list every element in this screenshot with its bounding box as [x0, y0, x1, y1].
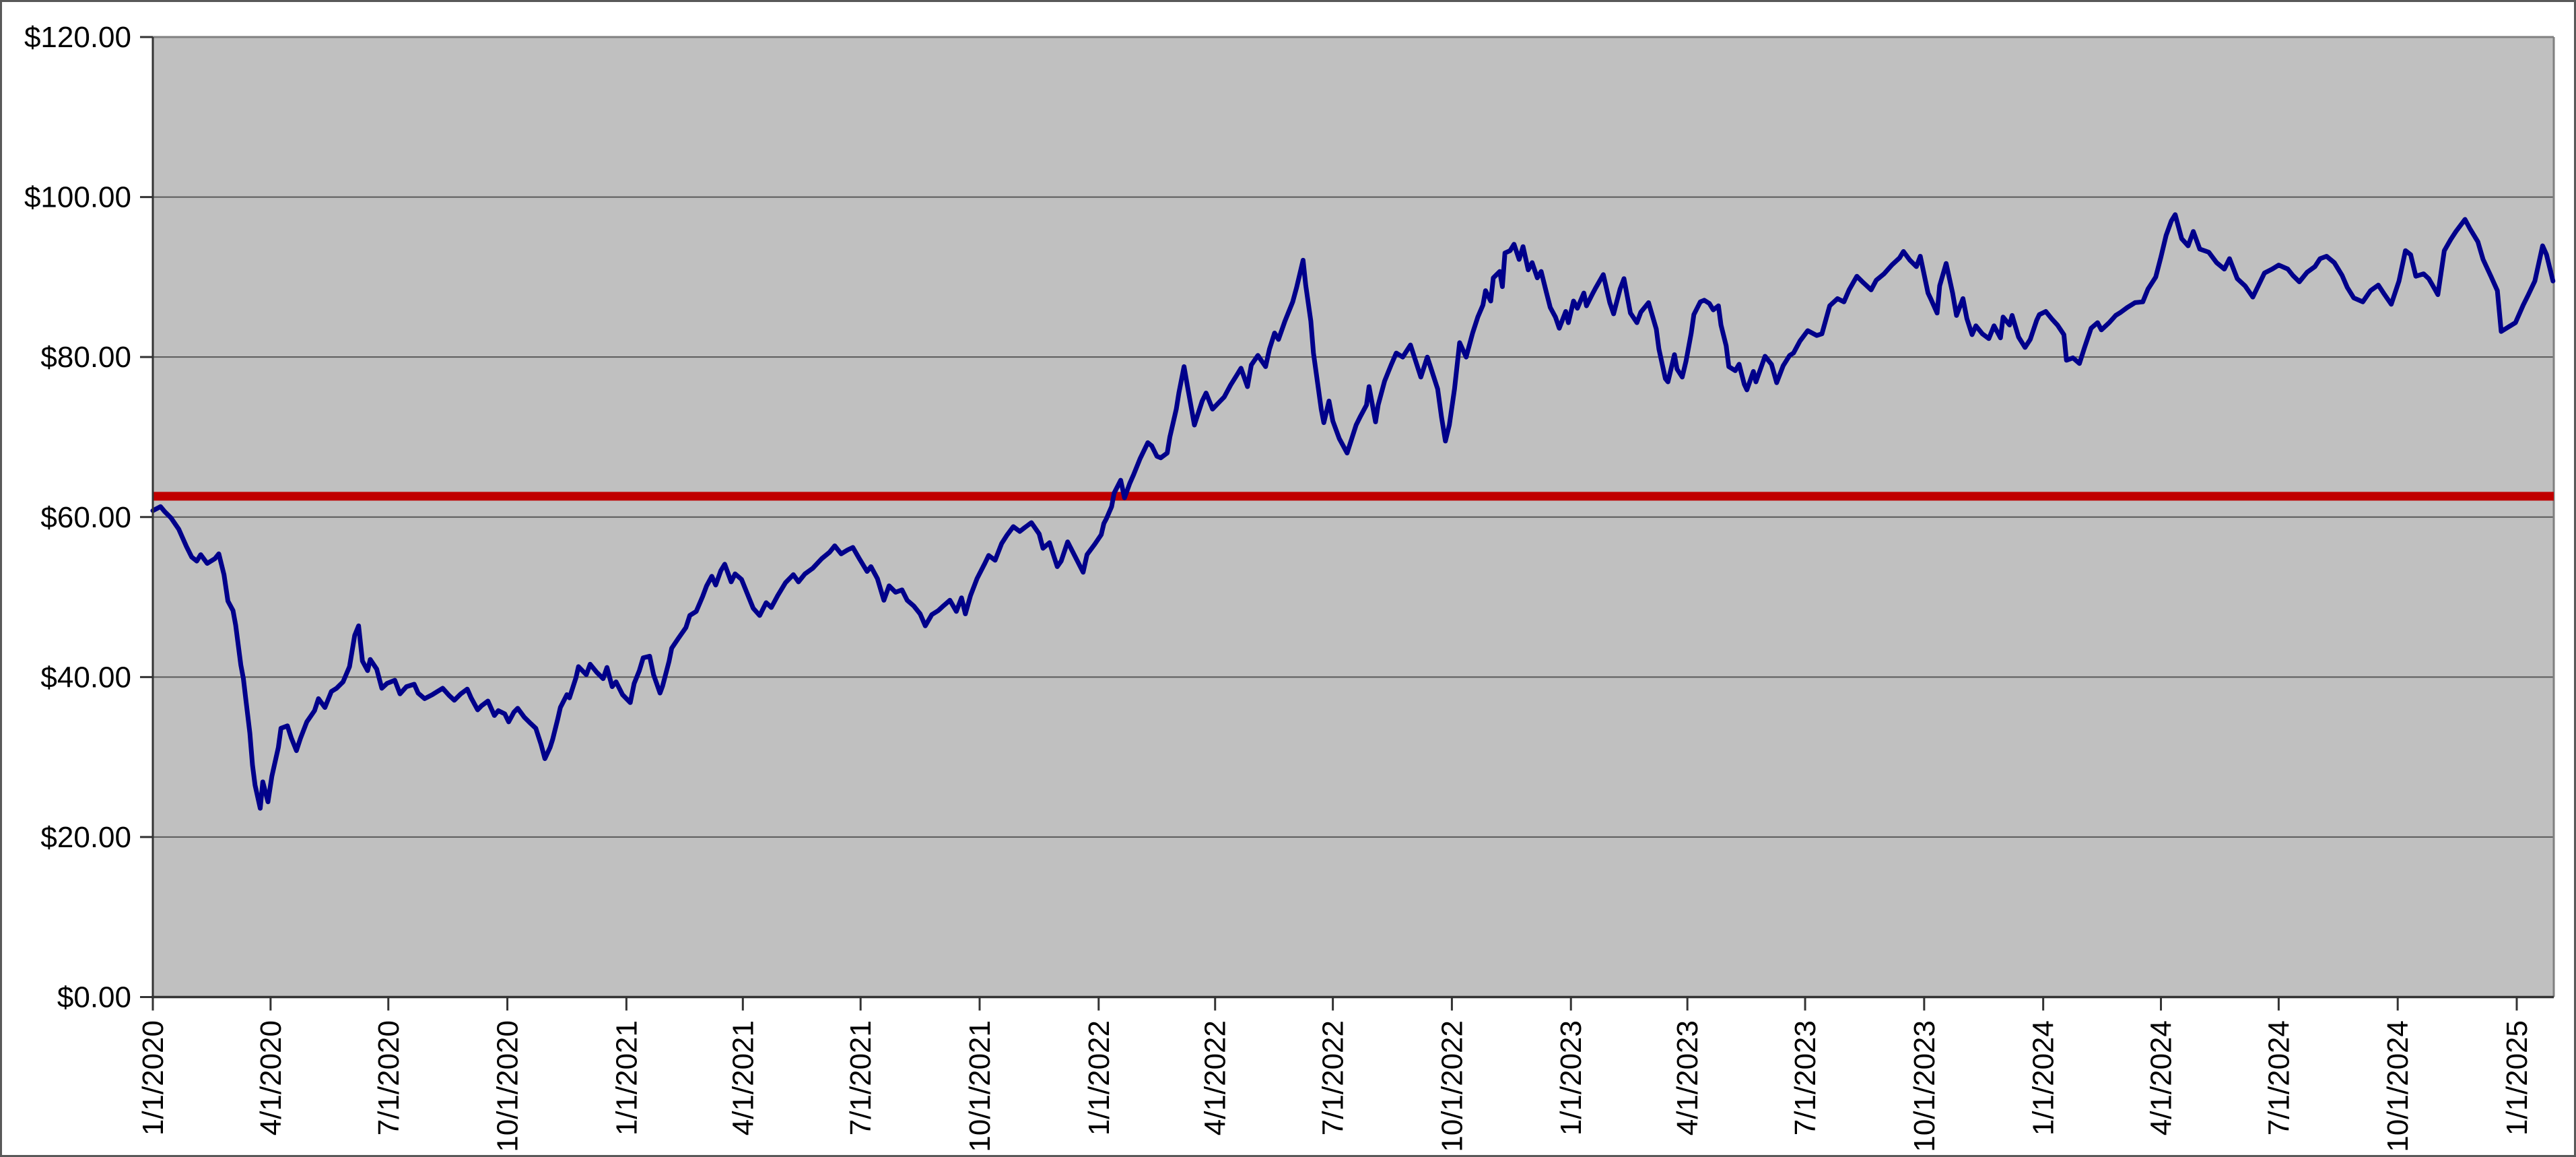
- y-tick-label-120: $120.00: [24, 21, 131, 54]
- x-tick-label-10/1/2021: 10/1/2021: [963, 1020, 996, 1152]
- x-tick-label-10/1/2023: 10/1/2023: [1908, 1020, 1941, 1152]
- x-tick-label-10/1/2022: 10/1/2022: [1435, 1020, 1468, 1152]
- x-tick-label-10/1/2024: 10/1/2024: [2381, 1020, 2414, 1152]
- y-tick-label-20: $20.00: [40, 821, 131, 854]
- x-tick-label-7/1/2021: 7/1/2021: [844, 1020, 877, 1135]
- y-tick-label-100: $100.00: [24, 181, 131, 214]
- price-line-series: [150, 212, 2556, 811]
- x-tick-label-1/1/2025: 1/1/2025: [2501, 1020, 2534, 1135]
- x-tick-label-4/1/2020: 4/1/2020: [255, 1020, 287, 1135]
- x-tick-label-4/1/2023: 4/1/2023: [1671, 1020, 1704, 1135]
- x-tick-label-7/1/2020: 7/1/2020: [372, 1020, 405, 1135]
- x-tick-label-4/1/2024: 4/1/2024: [2145, 1020, 2178, 1135]
- x-tick-label-10/1/2020: 10/1/2020: [492, 1020, 524, 1152]
- x-tick-label-7/1/2022: 7/1/2022: [1317, 1020, 1350, 1135]
- y-tick-label-60: $60.00: [40, 501, 131, 534]
- y-tick-label-80: $80.00: [40, 341, 131, 374]
- x-tick-label-1/1/2023: 1/1/2023: [1555, 1020, 1588, 1135]
- x-tick-label-4/1/2022: 4/1/2022: [1199, 1020, 1232, 1135]
- y-tick-label-40: $40.00: [40, 661, 131, 694]
- x-tick-label-1/1/2024: 1/1/2024: [2027, 1020, 2060, 1135]
- x-tick-label-7/1/2023: 7/1/2023: [1789, 1020, 1822, 1135]
- x-tick-label-1/1/2022: 1/1/2022: [1083, 1020, 1116, 1135]
- y-tick-label-0: $0.00: [57, 981, 131, 1014]
- x-tick-label-7/1/2024: 7/1/2024: [2262, 1020, 2295, 1135]
- x-tick-label-1/1/2020: 1/1/2020: [137, 1020, 170, 1135]
- x-tick-label-4/1/2021: 4/1/2021: [726, 1020, 759, 1135]
- x-tick-label-1/1/2021: 1/1/2021: [610, 1020, 643, 1135]
